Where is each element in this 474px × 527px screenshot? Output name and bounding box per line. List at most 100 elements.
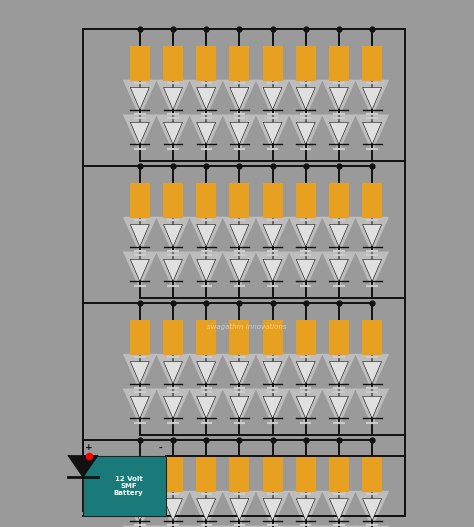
Polygon shape	[197, 225, 216, 247]
Polygon shape	[123, 80, 157, 118]
Polygon shape	[164, 259, 182, 281]
Bar	[229, 320, 249, 355]
Polygon shape	[322, 525, 356, 527]
Polygon shape	[156, 491, 190, 527]
Polygon shape	[329, 259, 348, 281]
Polygon shape	[197, 362, 216, 384]
Polygon shape	[130, 259, 149, 281]
Polygon shape	[363, 396, 382, 418]
Polygon shape	[164, 225, 182, 247]
Bar	[296, 46, 316, 81]
Bar	[229, 46, 249, 81]
Polygon shape	[296, 396, 315, 418]
Polygon shape	[322, 251, 356, 289]
Bar	[362, 320, 382, 355]
Polygon shape	[255, 217, 290, 255]
Bar	[263, 320, 283, 355]
Polygon shape	[255, 354, 290, 392]
Polygon shape	[222, 491, 256, 527]
Text: swagathm innovations: swagathm innovations	[207, 324, 286, 330]
Polygon shape	[329, 362, 348, 384]
Polygon shape	[230, 362, 249, 384]
Polygon shape	[197, 259, 216, 281]
Polygon shape	[329, 396, 348, 418]
Bar	[296, 457, 316, 492]
Polygon shape	[156, 354, 190, 392]
Polygon shape	[263, 499, 282, 521]
Polygon shape	[156, 80, 190, 118]
Bar	[329, 457, 349, 492]
Polygon shape	[123, 525, 157, 527]
Polygon shape	[123, 354, 157, 392]
Polygon shape	[164, 362, 182, 384]
Polygon shape	[363, 122, 382, 144]
Bar	[196, 457, 216, 492]
Polygon shape	[355, 251, 389, 289]
Bar	[329, 46, 349, 81]
Polygon shape	[189, 217, 223, 255]
Bar	[130, 46, 150, 81]
Polygon shape	[263, 225, 282, 247]
Polygon shape	[197, 499, 216, 521]
Polygon shape	[230, 225, 249, 247]
Bar	[263, 183, 283, 218]
Polygon shape	[329, 122, 348, 144]
Polygon shape	[255, 525, 290, 527]
Polygon shape	[156, 525, 190, 527]
Polygon shape	[222, 251, 256, 289]
Bar	[83, 456, 166, 516]
Polygon shape	[123, 491, 157, 527]
Polygon shape	[255, 80, 290, 118]
Polygon shape	[355, 114, 389, 152]
Bar	[362, 46, 382, 81]
Bar	[263, 46, 283, 81]
Polygon shape	[189, 491, 223, 527]
Bar	[196, 183, 216, 218]
Polygon shape	[322, 217, 356, 255]
Polygon shape	[164, 87, 182, 110]
Bar	[163, 46, 183, 81]
Polygon shape	[230, 122, 249, 144]
Polygon shape	[289, 525, 323, 527]
Polygon shape	[130, 362, 149, 384]
Polygon shape	[123, 217, 157, 255]
Bar	[296, 183, 316, 218]
Text: 12 Volt
SMF
Battery: 12 Volt SMF Battery	[114, 476, 144, 496]
Polygon shape	[289, 388, 323, 426]
Bar	[130, 183, 150, 218]
Polygon shape	[189, 525, 223, 527]
Bar	[130, 320, 150, 355]
Polygon shape	[289, 491, 323, 527]
Polygon shape	[189, 80, 223, 118]
Bar	[163, 457, 183, 492]
Polygon shape	[123, 251, 157, 289]
Bar	[329, 320, 349, 355]
Polygon shape	[197, 87, 216, 110]
Polygon shape	[130, 499, 149, 521]
Polygon shape	[296, 225, 315, 247]
Polygon shape	[289, 114, 323, 152]
Bar	[329, 183, 349, 218]
Polygon shape	[130, 225, 149, 247]
Polygon shape	[164, 396, 182, 418]
Polygon shape	[189, 354, 223, 392]
Text: +: +	[85, 443, 92, 453]
Polygon shape	[355, 217, 389, 255]
Polygon shape	[197, 396, 216, 418]
Polygon shape	[197, 122, 216, 144]
Bar	[362, 183, 382, 218]
Polygon shape	[68, 455, 98, 477]
Polygon shape	[189, 251, 223, 289]
Polygon shape	[263, 87, 282, 110]
Polygon shape	[164, 499, 182, 521]
Polygon shape	[189, 388, 223, 426]
Bar	[229, 457, 249, 492]
Bar	[362, 457, 382, 492]
Polygon shape	[296, 259, 315, 281]
Polygon shape	[355, 525, 389, 527]
Polygon shape	[363, 362, 382, 384]
Polygon shape	[255, 491, 290, 527]
Polygon shape	[222, 80, 256, 118]
Polygon shape	[263, 122, 282, 144]
Polygon shape	[255, 388, 290, 426]
